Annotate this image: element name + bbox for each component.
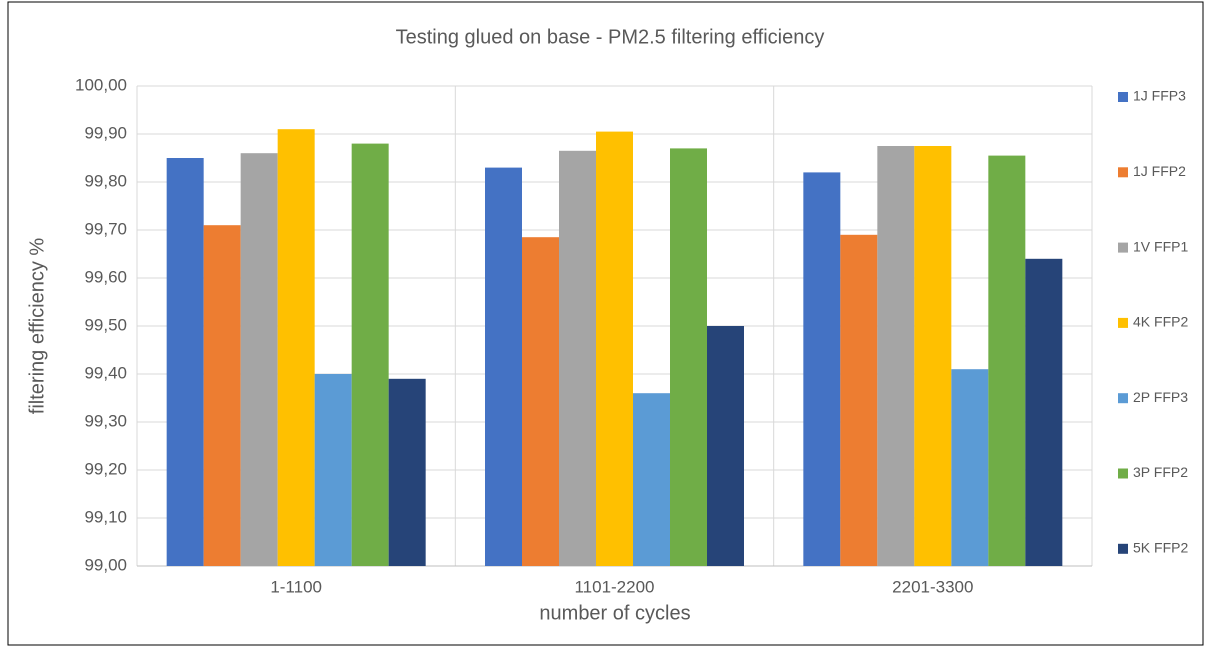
bar: [240, 153, 278, 566]
bar: [988, 155, 1026, 566]
bar: [803, 172, 841, 566]
legend-label: 3P FFP2: [1133, 464, 1188, 480]
x-tick-label: 2201-3300: [892, 577, 973, 596]
x-tick-label: 1-1100: [270, 577, 322, 596]
y-tick-label: 99,40: [84, 363, 127, 382]
bar: [707, 326, 744, 566]
bar: [203, 225, 241, 566]
legend-swatch: [1118, 242, 1128, 253]
chart-title: Testing glued on base - PM2.5 filtering …: [396, 26, 825, 48]
bar: [485, 167, 522, 566]
bar: [388, 378, 426, 566]
y-tick-label: 99,60: [84, 267, 127, 286]
bar: [277, 129, 315, 566]
y-tick-label: 99,50: [84, 315, 127, 334]
y-tick-label: 99,30: [84, 411, 127, 430]
legend-label: 4K FFP2: [1133, 314, 1188, 330]
y-axis-label: filtering efficiency %: [26, 238, 48, 415]
bar: [522, 237, 559, 566]
legend-label: 1J FFP3: [1133, 88, 1186, 104]
legend-label: 5K FFP2: [1133, 540, 1188, 556]
y-tick-label: 99,70: [84, 219, 127, 238]
bar: [914, 146, 952, 566]
bar: [840, 234, 878, 567]
bar: [877, 146, 915, 566]
x-axis-label: number of cycles: [539, 602, 690, 624]
y-tick-label: 99,20: [84, 459, 127, 478]
y-tick-label: 99,80: [84, 171, 127, 190]
legend-label: 1V FFP1: [1133, 238, 1188, 254]
bar: [633, 393, 670, 566]
bar: [670, 148, 707, 566]
bar: [596, 131, 633, 566]
legend-swatch: [1118, 393, 1128, 404]
legend-swatch: [1118, 468, 1128, 479]
y-tick-label: 100,00: [75, 75, 127, 94]
bar: [951, 369, 989, 566]
legend-label: 1J FFP2: [1133, 163, 1186, 179]
bar: [559, 150, 596, 567]
y-tick-label: 99,90: [84, 123, 127, 142]
legend-swatch: [1118, 92, 1128, 102]
x-tick-label: 1101-2200: [574, 577, 654, 596]
legend-swatch: [1118, 317, 1128, 328]
y-tick-label: 99,10: [84, 507, 127, 526]
legend-swatch: [1118, 543, 1128, 554]
bar: [314, 374, 352, 566]
legend-label: 2P FFP3: [1133, 389, 1188, 405]
y-tick-label: 99,00: [84, 555, 127, 574]
bar: [166, 158, 204, 566]
bar: [1025, 258, 1063, 566]
bar: [351, 143, 389, 566]
legend-swatch: [1118, 167, 1128, 178]
